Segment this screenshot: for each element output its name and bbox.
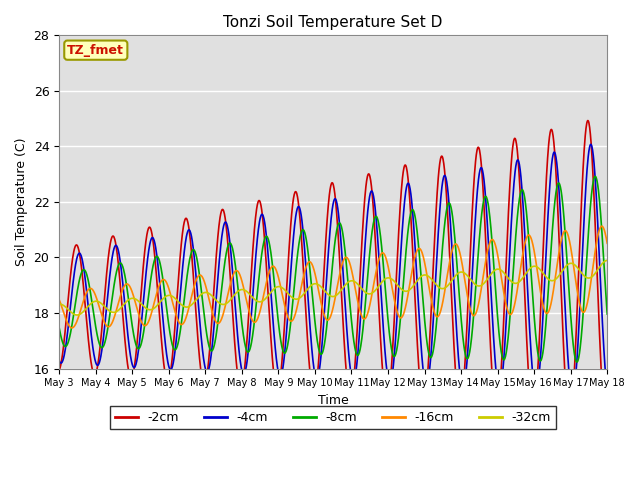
-8cm [367, 238, 375, 243]
-16cm [598, 223, 605, 229]
-2cm [98, 329, 106, 335]
-32cm [120, 301, 128, 307]
-8cm [591, 173, 599, 179]
Legend: -2cm, -4cm, -8cm, -16cm, -32cm: -2cm, -4cm, -8cm, -16cm, -32cm [110, 406, 556, 429]
Line: -16cm: -16cm [59, 226, 607, 328]
-16cm [68, 325, 76, 331]
Line: -2cm: -2cm [59, 120, 607, 421]
-8cm [98, 345, 106, 350]
-4cm [288, 256, 296, 262]
-32cm [55, 301, 63, 307]
Line: -8cm: -8cm [59, 176, 607, 362]
-32cm [604, 257, 611, 263]
-2cm [584, 118, 591, 123]
Line: -32cm: -32cm [59, 260, 607, 315]
-32cm [300, 291, 307, 297]
-4cm [299, 228, 307, 233]
-16cm [288, 318, 296, 324]
-4cm [587, 142, 595, 147]
-8cm [573, 359, 580, 365]
-2cm [288, 211, 296, 217]
-4cm [604, 387, 611, 393]
-32cm [288, 295, 296, 300]
-16cm [367, 294, 375, 300]
-32cm [73, 312, 81, 318]
-32cm [367, 290, 375, 296]
-4cm [55, 358, 63, 363]
-8cm [288, 311, 296, 316]
Text: TZ_fmet: TZ_fmet [67, 44, 124, 57]
-8cm [604, 311, 611, 317]
-2cm [604, 416, 611, 421]
-8cm [299, 227, 307, 232]
Y-axis label: Soil Temperature (C): Soil Temperature (C) [15, 138, 28, 266]
-16cm [604, 240, 611, 246]
-2cm [299, 260, 307, 266]
-8cm [120, 268, 128, 274]
-8cm [55, 325, 63, 331]
X-axis label: Time: Time [318, 394, 349, 407]
-2cm [309, 390, 317, 396]
-16cm [300, 274, 307, 280]
-4cm [309, 357, 317, 363]
-2cm [602, 418, 610, 424]
-16cm [309, 264, 317, 270]
-4cm [120, 291, 128, 297]
-16cm [120, 283, 128, 289]
-8cm [309, 298, 317, 303]
-4cm [367, 189, 375, 194]
-4cm [568, 391, 576, 397]
-16cm [55, 297, 63, 302]
-4cm [98, 349, 106, 355]
Title: Tonzi Soil Temperature Set D: Tonzi Soil Temperature Set D [223, 15, 443, 30]
Line: -4cm: -4cm [59, 144, 607, 394]
-2cm [120, 325, 128, 331]
-32cm [309, 281, 317, 287]
-2cm [55, 367, 63, 373]
-32cm [98, 301, 106, 307]
-2cm [367, 180, 375, 186]
-16cm [98, 312, 106, 318]
